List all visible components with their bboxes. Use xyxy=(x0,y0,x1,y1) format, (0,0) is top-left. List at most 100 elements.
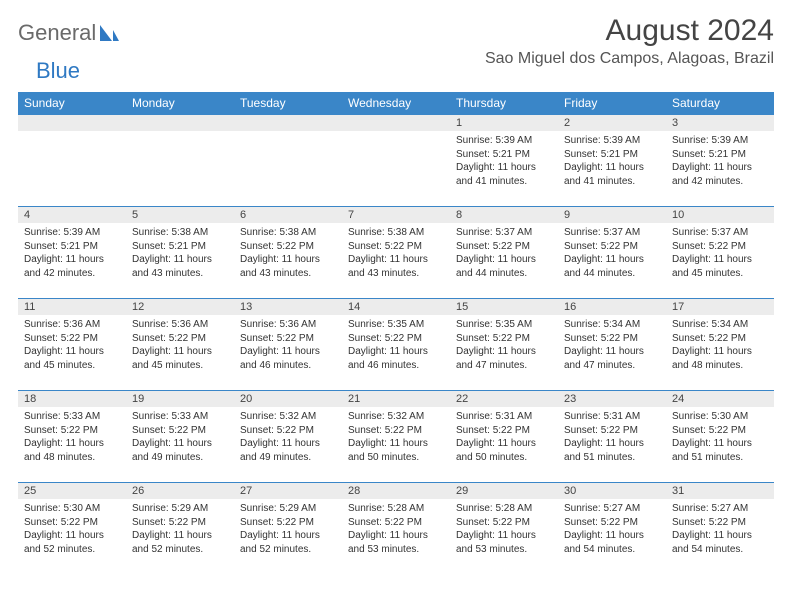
brand-general: General xyxy=(18,20,96,46)
calendar-day-cell: 31Sunrise: 5:27 AMSunset: 5:22 PMDayligh… xyxy=(666,482,774,574)
day-number: 6 xyxy=(234,206,342,223)
weekday-header: Friday xyxy=(558,92,666,114)
sunset-line: Sunset: 5:22 PM xyxy=(672,424,768,438)
sunset-line: Sunset: 5:22 PM xyxy=(456,516,552,530)
weekday-header: Sunday xyxy=(18,92,126,114)
sunrise-line: Sunrise: 5:32 AM xyxy=(348,410,444,424)
calendar-week-row: 25 Sunrise: 5:30 AM Sunset: 5:22 PM Dayligh… xyxy=(18,482,774,574)
daylight-line: Daylight: 11 hours and 44 minutes. xyxy=(456,253,552,280)
day-number: 2 xyxy=(558,114,666,131)
sunrise-line: Sunrise: 5:36 AM xyxy=(24,318,120,332)
calendar-day-cell: 16Sunrise: 5:34 AMSunset: 5:22 PMDayligh… xyxy=(558,298,666,390)
sunset-line: Sunset: 5:22 PM xyxy=(672,240,768,254)
day-number xyxy=(234,114,342,131)
sunset-line: Sunset: 5:22 PM xyxy=(564,332,660,346)
sunrise-line: Sunrise: 5:30 AM xyxy=(24,502,120,516)
sunset-line: Sunset: 5:22 PM xyxy=(564,240,660,254)
day-number: 27 xyxy=(234,482,342,499)
daylight-line: Daylight: 11 hours and 45 minutes. xyxy=(672,253,768,280)
day-details: Sunrise: 5:35 AMSunset: 5:22 PMDaylight:… xyxy=(342,315,450,376)
calendar-week-row: 11Sunrise: 5:36 AMSunset: 5:22 PMDayligh… xyxy=(18,298,774,390)
sunrise-line: Sunrise: 5:39 AM xyxy=(24,226,120,240)
day-details: Sunrise: 5:35 AMSunset: 5:22 PMDaylight:… xyxy=(450,315,558,376)
day-number: 22 xyxy=(450,390,558,407)
location-line: Sao Miguel dos Campos, Alagoas, Brazil xyxy=(485,50,774,68)
day-details: Sunrise: 5:38 AMSunset: 5:22 PMDaylight:… xyxy=(342,223,450,284)
weekday-header: Tuesday xyxy=(234,92,342,114)
day-number: 17 xyxy=(666,298,774,315)
day-number: 16 xyxy=(558,298,666,315)
sunrise-line: Sunrise: 5:38 AM xyxy=(240,226,336,240)
calendar-day-cell: 17Sunrise: 5:34 AMSunset: 5:22 PMDayligh… xyxy=(666,298,774,390)
day-number: 31 xyxy=(666,482,774,499)
sunrise-line: Sunrise: 5:35 AM xyxy=(456,318,552,332)
day-number: 5 xyxy=(126,206,234,223)
sunset-line: Sunset: 5:21 PM xyxy=(132,240,228,254)
day-number xyxy=(342,114,450,131)
sunset-line: Sunset: 5:22 PM xyxy=(24,332,120,346)
day-number: 26 xyxy=(126,482,234,499)
weekday-header: Wednesday xyxy=(342,92,450,114)
calendar-day-cell: 10Sunrise: 5:37 AMSunset: 5:22 PMDayligh… xyxy=(666,206,774,298)
day-details: Sunrise: 5:38 AMSunset: 5:21 PMDaylight:… xyxy=(126,223,234,284)
day-number: 4 xyxy=(18,206,126,223)
daylight-line: Daylight: 11 hours and 45 minutes. xyxy=(132,345,228,372)
sunset-line: Sunset: 5:22 PM xyxy=(348,332,444,346)
day-details: Sunrise: 5:33 AMSunset: 5:22 PMDaylight:… xyxy=(126,407,234,468)
daylight-line: Daylight: 11 hours and 44 minutes. xyxy=(564,253,660,280)
calendar-day-cell: 14Sunrise: 5:35 AMSunset: 5:22 PMDayligh… xyxy=(342,298,450,390)
daylight-line: Daylight: 11 hours and 48 minutes. xyxy=(24,437,120,464)
daylight-line: Daylight: 11 hours and 51 minutes. xyxy=(672,437,768,464)
calendar-day-cell: 6Sunrise: 5:38 AMSunset: 5:22 PMDaylight… xyxy=(234,206,342,298)
day-number xyxy=(18,114,126,131)
sail-icon xyxy=(98,23,120,43)
daylight-line: Daylight: 11 hours and 41 minutes. xyxy=(456,161,552,188)
daylight-line: Daylight: 11 hours and 47 minutes. xyxy=(456,345,552,372)
sunset-line: Sunset: 5:22 PM xyxy=(348,240,444,254)
day-number: 23 xyxy=(558,390,666,407)
day-details: Sunrise: 5:39 AMSunset: 5:21 PMDaylight:… xyxy=(18,223,126,284)
calendar-day-cell: 19Sunrise: 5:33 AMSunset: 5:22 PMDayligh… xyxy=(126,390,234,482)
day-number: 28 xyxy=(342,482,450,499)
day-details: Sunrise: 5:30 AMSunset: 5:22 PMDaylight:… xyxy=(666,407,774,468)
daylight-line: Daylight: 11 hours and 52 minutes. xyxy=(240,529,336,556)
calendar-day-cell: 5Sunrise: 5:38 AMSunset: 5:21 PMDaylight… xyxy=(126,206,234,298)
day-number: 1 xyxy=(450,114,558,131)
sunrise-line: Sunrise: 5:35 AM xyxy=(348,318,444,332)
day-number: 9 xyxy=(558,206,666,223)
daylight-line: Daylight: 11 hours and 50 minutes. xyxy=(456,437,552,464)
sunrise-line: Sunrise: 5:33 AM xyxy=(132,410,228,424)
daylight-line: Daylight: 11 hours and 43 minutes. xyxy=(240,253,336,280)
sunset-line: Sunset: 5:21 PM xyxy=(24,240,120,254)
sunset-line: Sunset: 5:22 PM xyxy=(240,424,336,438)
sunrise-line: Sunrise: 5:28 AM xyxy=(456,502,552,516)
calendar-day-cell: 11Sunrise: 5:36 AMSunset: 5:22 PMDayligh… xyxy=(18,298,126,390)
sunset-line: Sunset: 5:22 PM xyxy=(132,332,228,346)
daylight-line: Daylight: 11 hours and 50 minutes. xyxy=(348,437,444,464)
day-details: Sunrise: 5:27 AMSunset: 5:22 PMDaylight:… xyxy=(666,499,774,560)
daylight-line: Daylight: 11 hours and 48 minutes. xyxy=(672,345,768,372)
sunset-line: Sunset: 5:22 PM xyxy=(24,424,120,438)
calendar-day-cell: 24Sunrise: 5:30 AMSunset: 5:22 PMDayligh… xyxy=(666,390,774,482)
day-details: Sunrise: 5:31 AMSunset: 5:22 PMDaylight:… xyxy=(558,407,666,468)
day-details: Sunrise: 5:31 AMSunset: 5:22 PMDaylight:… xyxy=(450,407,558,468)
day-details: Sunrise: 5:33 AMSunset: 5:22 PMDaylight:… xyxy=(18,407,126,468)
day-details: Sunrise: 5:28 AMSunset: 5:22 PMDaylight:… xyxy=(450,499,558,560)
day-details: Sunrise: 5:34 AMSunset: 5:22 PMDaylight:… xyxy=(666,315,774,376)
calendar-day-cell: 25Sunrise: 5:30 AMSunset: 5:22 PMDayligh… xyxy=(18,482,126,574)
day-number: 3 xyxy=(666,114,774,131)
day-number: 15 xyxy=(450,298,558,315)
calendar-day-cell: 30Sunrise: 5:27 AMSunset: 5:22 PMDayligh… xyxy=(558,482,666,574)
daylight-line: Daylight: 11 hours and 46 minutes. xyxy=(240,345,336,372)
weekday-header: Monday xyxy=(126,92,234,114)
calendar-day-cell: 7Sunrise: 5:38 AMSunset: 5:22 PMDaylight… xyxy=(342,206,450,298)
daylight-line: Daylight: 11 hours and 42 minutes. xyxy=(672,161,768,188)
calendar-day-cell xyxy=(234,114,342,206)
day-number: 25 xyxy=(18,482,126,499)
calendar-day-cell xyxy=(18,114,126,206)
sunset-line: Sunset: 5:22 PM xyxy=(348,516,444,530)
weekday-header: Saturday xyxy=(666,92,774,114)
sunrise-line: Sunrise: 5:28 AM xyxy=(348,502,444,516)
sunset-line: Sunset: 5:22 PM xyxy=(456,332,552,346)
day-details: Sunrise: 5:39 AMSunset: 5:21 PMDaylight:… xyxy=(666,131,774,192)
